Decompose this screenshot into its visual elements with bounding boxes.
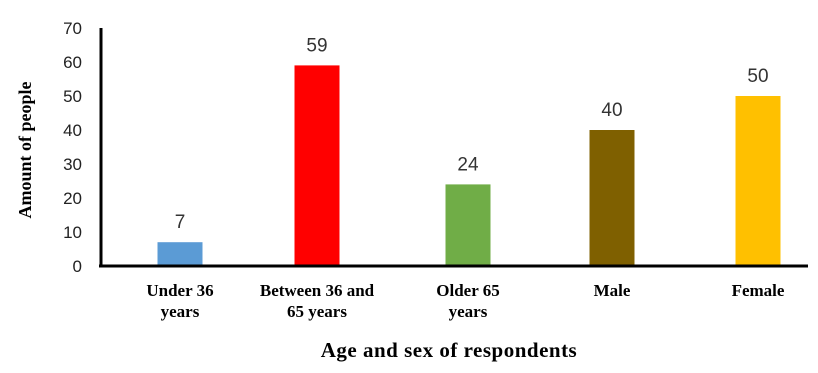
y-axis-title: Amount of people <box>15 81 35 218</box>
category-label: Under 36 <box>146 281 213 300</box>
category-label: 65 years <box>287 302 347 321</box>
category-label: years <box>161 302 200 321</box>
category-labels: Under 36 years Between 36 and 65 years Older… <box>146 281 785 321</box>
y-tick-label: 30 <box>63 155 82 174</box>
bar <box>157 242 203 266</box>
data-label: 7 <box>175 212 186 233</box>
category-label: Female <box>732 281 785 300</box>
bars-layer <box>157 65 781 267</box>
data-label: 59 <box>306 35 327 56</box>
y-tick-label: 10 <box>63 223 82 242</box>
category-label: Older 65 <box>436 281 499 300</box>
y-tick-label: 50 <box>63 87 82 106</box>
y-tick-label: 70 <box>63 19 82 38</box>
category-label: Between 36 and <box>260 281 375 300</box>
category-label: years <box>449 302 488 321</box>
bar <box>445 184 491 266</box>
bar <box>589 130 635 266</box>
bar <box>294 65 340 267</box>
y-tick-label: 20 <box>63 189 82 208</box>
data-label: 40 <box>601 100 622 121</box>
labels-layer: 7 59 24 40 50 <box>175 35 769 233</box>
y-tick-label: 60 <box>63 53 82 72</box>
category-label: Male <box>594 281 631 300</box>
x-axis-title: Age and sex of respondents <box>321 338 577 362</box>
y-tick-label: 40 <box>63 121 82 140</box>
data-label: 24 <box>457 154 479 175</box>
y-ticks: 0 10 20 30 40 50 60 70 <box>63 19 82 276</box>
bar <box>735 96 781 266</box>
data-label: 50 <box>747 66 768 87</box>
y-tick-label: 0 <box>73 257 82 276</box>
